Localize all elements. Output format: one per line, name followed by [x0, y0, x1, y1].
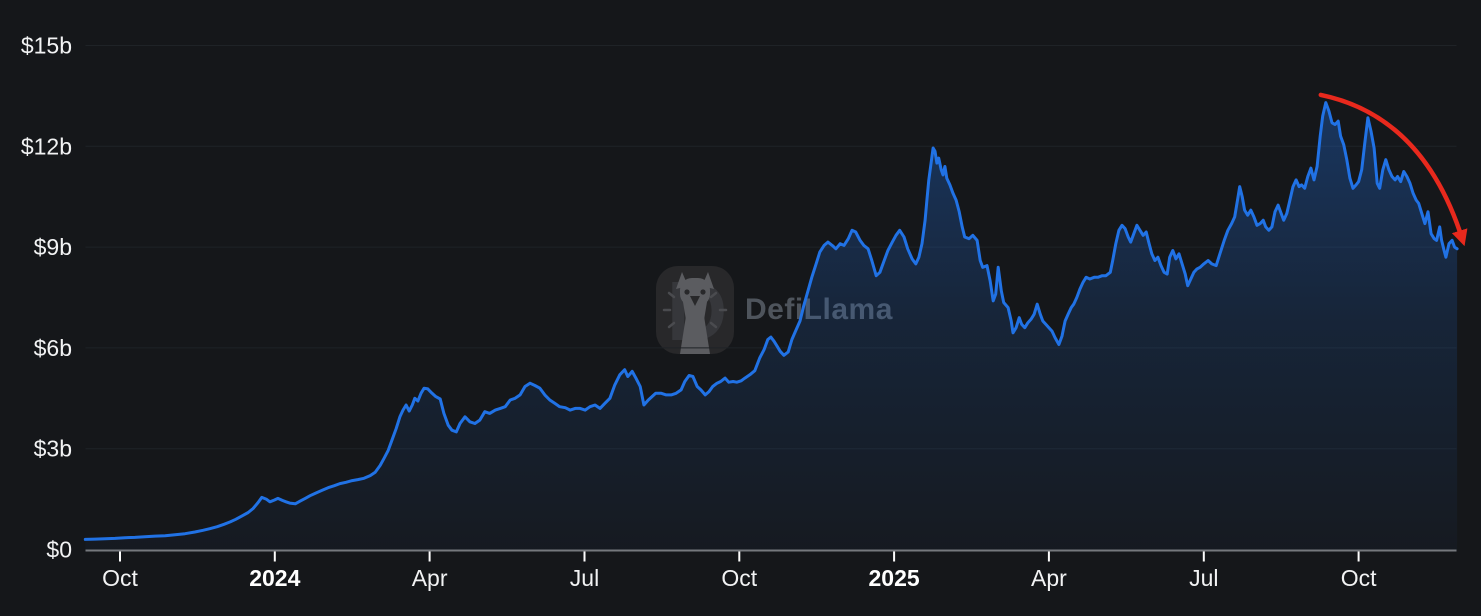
x-axis-label: Jul — [570, 565, 599, 591]
y-axis-label: $3b — [34, 436, 72, 462]
y-axis-labels: $0 $3b $6b $9b $12b $15b — [21, 33, 72, 563]
x-axis-label: Apr — [1031, 565, 1067, 591]
x-axis-label: 2025 — [869, 565, 920, 591]
x-axis-label: Apr — [412, 565, 448, 591]
tvl-area-fill — [85, 102, 1458, 551]
x-axis-label: Oct — [721, 565, 757, 591]
x-axis-label: Oct — [102, 565, 138, 591]
y-axis-label: $0 — [46, 537, 72, 563]
y-axis-label: $9b — [34, 234, 72, 260]
x-axis-label: Jul — [1189, 565, 1218, 591]
x-axis-label: 2024 — [249, 565, 300, 591]
y-axis-label: $15b — [21, 33, 72, 59]
tvl-line — [83, 101, 1459, 541]
x-axis-tick-marks — [119, 551, 1360, 562]
decline-annotation-arrow — [1318, 92, 1468, 247]
x-axis-labels: Oct 2024 Apr Jul Oct 2025 Apr Jul Oct — [102, 565, 1377, 591]
y-axis-label: $12b — [21, 133, 72, 159]
x-axis-label: Oct — [1341, 565, 1377, 591]
y-axis-label: $6b — [34, 335, 72, 361]
